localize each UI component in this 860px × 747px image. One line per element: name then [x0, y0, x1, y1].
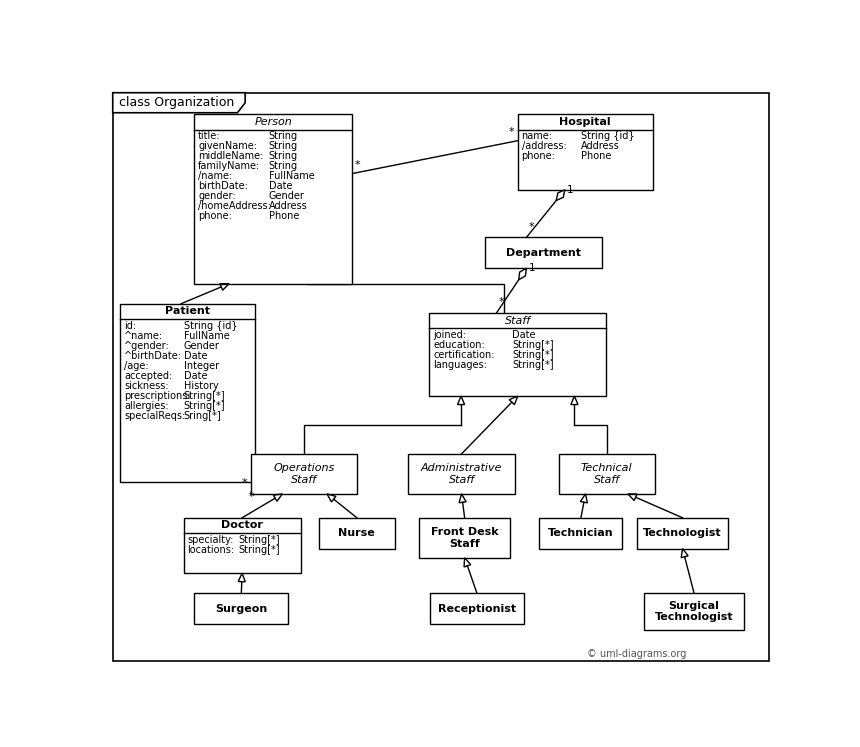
Text: specialty:: specialty:	[187, 535, 234, 545]
Text: Address: Address	[581, 141, 620, 151]
Text: Gender: Gender	[268, 191, 304, 201]
Text: Date: Date	[184, 350, 207, 361]
Text: Staff: Staff	[505, 316, 531, 326]
Text: ^name:: ^name:	[125, 331, 163, 341]
Bar	[319, 518, 395, 548]
Text: languages:: languages:	[433, 360, 487, 370]
Text: prescriptions:: prescriptions:	[125, 391, 191, 400]
Text: String: String	[268, 131, 298, 141]
Text: id:: id:	[125, 320, 137, 331]
Text: joined:: joined:	[433, 330, 466, 340]
Text: givenName:: givenName:	[198, 141, 257, 151]
Text: Administrative
Staff: Administrative Staff	[421, 463, 502, 485]
Text: ^birthDate:: ^birthDate:	[125, 350, 182, 361]
Text: sickness:: sickness:	[125, 381, 169, 391]
Bar	[485, 238, 603, 268]
Text: /name:: /name:	[198, 171, 232, 182]
Bar	[183, 518, 301, 573]
Bar	[194, 114, 353, 284]
Text: gender:: gender:	[198, 191, 236, 201]
Text: Gender: Gender	[184, 341, 219, 350]
Text: /age:: /age:	[125, 361, 149, 371]
Text: String[*]: String[*]	[238, 535, 280, 545]
Text: specialReqs:: specialReqs:	[125, 411, 186, 421]
Text: Operations
Staff: Operations Staff	[273, 463, 335, 485]
Bar	[419, 518, 510, 558]
Text: Person: Person	[255, 117, 292, 127]
Text: *: *	[508, 127, 514, 137]
Text: String[*]: String[*]	[184, 400, 225, 411]
Text: Phone: Phone	[268, 211, 299, 221]
Text: name:: name:	[522, 131, 553, 141]
Text: Sring[*]: Sring[*]	[184, 411, 222, 421]
Text: String: String	[268, 161, 298, 171]
Text: Technical
Staff: Technical Staff	[580, 463, 632, 485]
Text: String[*]: String[*]	[238, 545, 280, 555]
Text: phone:: phone:	[522, 151, 556, 161]
Text: String: String	[268, 141, 298, 151]
Text: *: *	[249, 492, 255, 502]
Text: ^gender:: ^gender:	[125, 341, 170, 350]
Text: Phone: Phone	[581, 151, 611, 161]
Text: FullName: FullName	[268, 171, 314, 182]
Text: /homeAddress:: /homeAddress:	[198, 201, 271, 211]
Text: Patient: Patient	[165, 306, 211, 317]
Bar	[430, 593, 524, 624]
Text: title:: title:	[198, 131, 221, 141]
Text: Hospital: Hospital	[559, 117, 611, 127]
Text: Receptionist: Receptionist	[438, 604, 516, 613]
Text: *: *	[242, 478, 247, 489]
Bar	[518, 114, 653, 190]
Text: accepted:: accepted:	[125, 371, 173, 381]
Text: FullName: FullName	[184, 331, 230, 341]
Text: allergies:: allergies:	[125, 400, 169, 411]
Text: String {id}: String {id}	[581, 131, 635, 141]
Text: History: History	[184, 381, 218, 391]
Bar	[120, 304, 255, 483]
Text: Doctor: Doctor	[221, 521, 263, 530]
Text: Surgeon: Surgeon	[215, 604, 267, 613]
Text: String[*]: String[*]	[184, 391, 225, 400]
Bar	[539, 518, 623, 548]
Text: 1: 1	[568, 185, 574, 195]
Text: birthDate:: birthDate:	[198, 182, 248, 191]
Text: Date: Date	[184, 371, 207, 381]
Text: Technician: Technician	[548, 528, 614, 538]
Text: education:: education:	[433, 340, 485, 350]
Text: class Organization: class Organization	[119, 96, 234, 109]
Text: 1: 1	[529, 264, 535, 273]
Text: *: *	[354, 160, 360, 170]
Text: Department: Department	[507, 248, 581, 258]
Text: String: String	[268, 151, 298, 161]
Text: Integer: Integer	[184, 361, 219, 371]
Text: Technologist: Technologist	[643, 528, 722, 538]
Bar	[408, 454, 514, 494]
Bar	[429, 313, 606, 396]
Text: Address: Address	[268, 201, 307, 211]
Text: phone:: phone:	[198, 211, 232, 221]
Bar	[644, 593, 744, 630]
Bar	[194, 593, 288, 624]
Text: Nurse: Nurse	[339, 528, 375, 538]
Polygon shape	[113, 93, 245, 113]
Text: /address:: /address:	[522, 141, 567, 151]
Text: Date: Date	[268, 182, 292, 191]
Text: String {id}: String {id}	[184, 320, 237, 331]
Text: *: *	[529, 222, 534, 232]
Text: String[*]: String[*]	[513, 340, 554, 350]
Text: locations:: locations:	[187, 545, 235, 555]
Text: Date: Date	[513, 330, 536, 340]
Text: String[*]: String[*]	[513, 360, 554, 370]
Text: certification:: certification:	[433, 350, 494, 360]
Text: String[*]: String[*]	[513, 350, 554, 360]
Bar	[558, 454, 654, 494]
Text: Surgical
Technologist: Surgical Technologist	[654, 601, 734, 622]
Bar	[250, 454, 357, 494]
Text: © uml-diagrams.org: © uml-diagrams.org	[587, 649, 686, 660]
Text: familyName:: familyName:	[198, 161, 261, 171]
Text: middleName:: middleName:	[198, 151, 263, 161]
Text: *: *	[499, 297, 505, 307]
Bar	[637, 518, 728, 548]
Text: Front Desk
Staff: Front Desk Staff	[431, 527, 499, 548]
